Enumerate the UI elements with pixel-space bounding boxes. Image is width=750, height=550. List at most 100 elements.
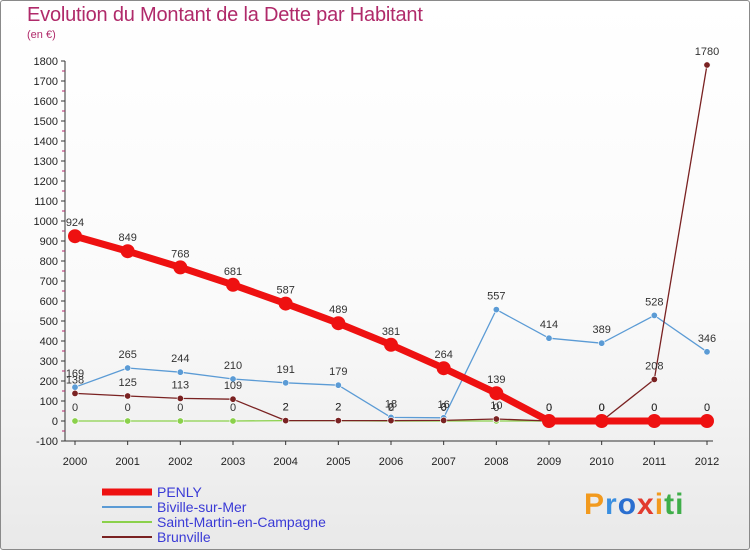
- y-tick-label: 0: [52, 416, 58, 428]
- y-tick-label: 900: [40, 236, 58, 248]
- y-tick-label: 500: [40, 316, 58, 328]
- data-point: [71, 389, 79, 397]
- data-label: 113: [172, 379, 190, 391]
- data-point: [703, 348, 711, 356]
- x-tick-label: 2006: [379, 456, 403, 468]
- series-line-brunville: [74, 64, 708, 422]
- data-label: 346: [698, 333, 716, 345]
- logo-letter: P: [584, 488, 606, 521]
- data-point: [176, 394, 184, 402]
- y-tick-label: 1300: [34, 156, 58, 168]
- data-point: [229, 395, 237, 403]
- y-tick-label: 1100: [34, 196, 58, 208]
- x-tick-label: 2004: [273, 456, 297, 468]
- chart-title: Evolution du Montant de la Dette par Hab…: [27, 4, 423, 26]
- data-point: [598, 339, 606, 347]
- data-point: [331, 316, 346, 331]
- y-tick-label: 1000: [34, 216, 58, 228]
- data-point: [278, 296, 293, 311]
- data-label: 2: [283, 402, 289, 414]
- proxiti-logo: Proxiti: [584, 488, 684, 522]
- y-tick-label: 1700: [34, 76, 58, 88]
- data-point: [124, 392, 132, 400]
- data-label: 389: [592, 324, 610, 336]
- data-label: 1780: [695, 46, 719, 58]
- y-tick-label: 300: [40, 356, 58, 368]
- y-tick-label: 800: [40, 256, 58, 268]
- data-point: [594, 414, 609, 428]
- data-point: [387, 417, 395, 425]
- data-label: 0: [72, 402, 78, 414]
- data-label: 191: [276, 364, 294, 376]
- data-label: 0: [599, 402, 605, 414]
- data-label: 264: [434, 349, 452, 361]
- data-label: 924: [66, 217, 84, 229]
- y-tick-label: 200: [40, 376, 58, 388]
- data-label: 587: [276, 285, 294, 297]
- data-label: 528: [645, 296, 663, 308]
- x-tick-label: 2008: [484, 456, 508, 468]
- logo-letter: o: [617, 488, 638, 521]
- chart-subtitle: (en €): [27, 29, 56, 41]
- x-tick-label: 2005: [326, 456, 350, 468]
- data-label: 0: [704, 402, 710, 414]
- data-point: [545, 334, 553, 342]
- data-point: [334, 381, 342, 389]
- data-label: 0: [125, 402, 131, 414]
- y-tick-label: -100: [36, 436, 58, 448]
- y-tick-label: 100: [40, 396, 58, 408]
- data-point: [68, 229, 82, 244]
- data-label: 414: [540, 319, 558, 331]
- data-label: 10: [490, 400, 502, 412]
- y-tick-label: 1200: [34, 176, 58, 188]
- data-point: [334, 417, 342, 425]
- data-point: [384, 337, 398, 352]
- data-point: [120, 244, 135, 259]
- legend-label: Biville-sur-Mer: [157, 499, 247, 515]
- data-point: [176, 417, 184, 425]
- data-point: [650, 311, 658, 319]
- data-point: [226, 277, 240, 292]
- x-tick-label: 2002: [168, 456, 192, 468]
- x-tick-label: 2001: [115, 456, 139, 468]
- data-point: [542, 414, 556, 428]
- data-point: [229, 417, 237, 425]
- data-label: 768: [171, 248, 189, 260]
- data-label: 2: [283, 402, 289, 414]
- y-tick-label: 700: [40, 276, 58, 288]
- x-tick-label: 2003: [221, 456, 245, 468]
- data-label: 0: [546, 402, 552, 414]
- data-label: 489: [329, 304, 347, 316]
- data-point: [489, 386, 504, 401]
- data-point: [703, 61, 711, 69]
- data-label: 0: [546, 402, 552, 414]
- data-point: [173, 260, 188, 275]
- data-label: 849: [118, 232, 136, 244]
- data-point: [647, 414, 662, 428]
- data-point: [650, 375, 658, 383]
- data-label: 0: [704, 402, 710, 414]
- data-label: 18: [385, 398, 397, 410]
- data-label: 0: [651, 402, 657, 414]
- data-label: 0: [599, 402, 605, 414]
- data-label: 0: [388, 402, 394, 414]
- data-label: 265: [118, 349, 136, 361]
- data-label: 16: [438, 399, 450, 411]
- data-label: 2: [388, 402, 394, 414]
- data-point: [492, 415, 500, 423]
- x-tick-label: 2010: [589, 456, 613, 468]
- legend-label: Brunville: [157, 529, 211, 545]
- data-point: [229, 375, 237, 383]
- x-tick-label: 2012: [695, 456, 719, 468]
- data-label: 0: [599, 402, 605, 414]
- data-label: 2: [335, 402, 341, 414]
- data-label: 208: [645, 360, 663, 372]
- data-label: 0: [546, 402, 552, 414]
- data-label: 0: [177, 402, 183, 414]
- data-point: [436, 361, 451, 376]
- data-label: 109: [224, 380, 242, 392]
- data-label: 2: [335, 402, 341, 414]
- x-tick-label: 2011: [643, 456, 667, 468]
